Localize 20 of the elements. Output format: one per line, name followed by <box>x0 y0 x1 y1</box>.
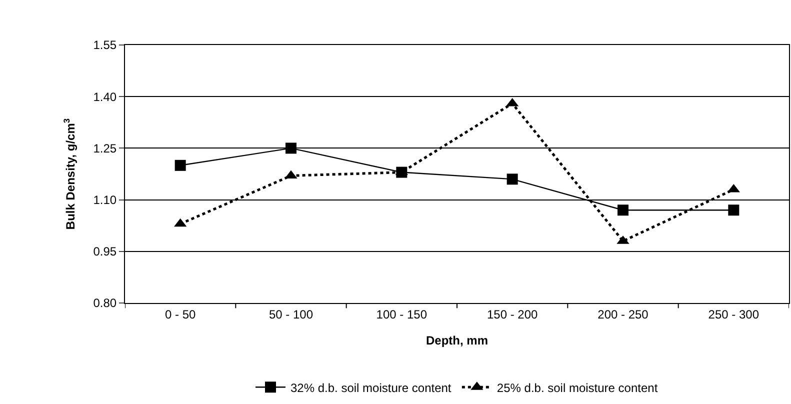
y-tick-label: 1.10 <box>93 193 117 207</box>
y-tick-label: 0.95 <box>93 244 117 259</box>
point <box>174 160 186 171</box>
y-tick-label: 1.25 <box>93 141 117 156</box>
x-tick-label: 50 - 100 <box>268 307 314 322</box>
x-axis-title: Depth, mm <box>426 333 488 348</box>
point <box>728 204 740 216</box>
y-tick-label: 0.80 <box>93 296 117 310</box>
legend-label: 25% d.b. soil moisture content <box>496 380 658 395</box>
x-tick-label: 150 - 200 <box>486 307 538 322</box>
x-tick-label: 200 - 250 <box>598 307 649 322</box>
y-tick-label: 1.55 <box>93 38 117 52</box>
x-tick-label: 0 - 50 <box>164 307 196 322</box>
y-tick-label: 1.40 <box>93 90 117 104</box>
x-tick-label: 100 - 150 <box>376 307 428 322</box>
point <box>506 174 518 185</box>
point <box>618 204 628 216</box>
point <box>286 142 296 154</box>
legend-label: 32% d.b. soil moisture content <box>290 380 452 395</box>
x-tick-label: 250 - 300 <box>708 307 760 322</box>
